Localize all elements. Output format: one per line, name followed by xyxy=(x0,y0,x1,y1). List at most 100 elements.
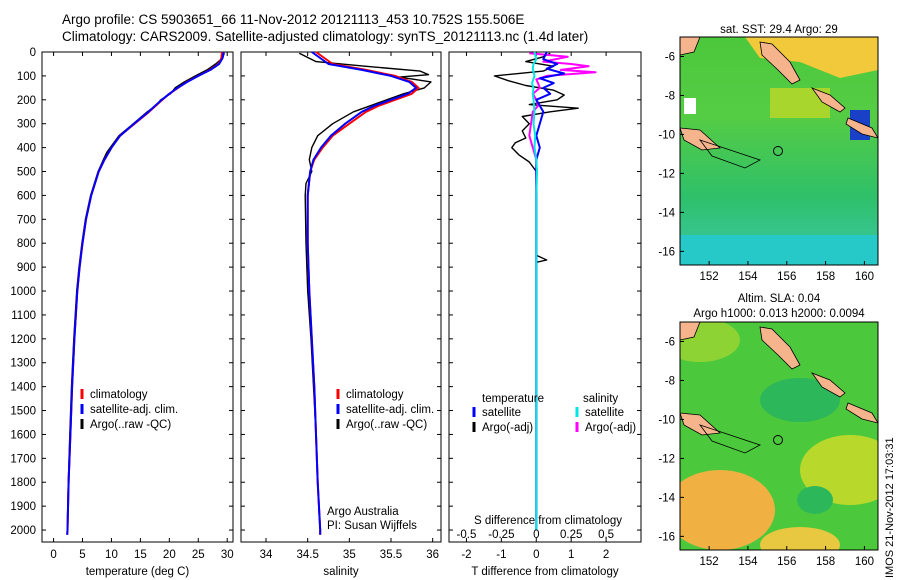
depth-tick-label: 800 xyxy=(17,238,36,250)
map-x-tick-label: 152 xyxy=(700,271,719,283)
depth-tick-label: 1700 xyxy=(10,453,36,465)
depth-tick-label: 1600 xyxy=(10,429,36,441)
map-y-tick-label: -14 xyxy=(658,207,675,219)
legend-title-temperature: temperature xyxy=(482,393,544,405)
sla-high-patch-3 xyxy=(680,470,775,550)
top-tick-label: -0.25 xyxy=(488,529,514,541)
land-louisiade xyxy=(680,127,721,151)
series-line-satellite-adj-clim- xyxy=(66,51,225,535)
map-x-tick-label: 152 xyxy=(700,556,719,568)
header-line-2: Climatology: CARS2009. Satellite-adjuste… xyxy=(62,29,589,44)
series-line-climatology xyxy=(66,51,223,535)
sla-high-patch-4 xyxy=(760,527,840,550)
depth-tick-label: 1400 xyxy=(10,382,36,394)
series-line-argo-raw-qc- xyxy=(66,52,225,519)
depth-tick-label: 1800 xyxy=(10,477,36,489)
series-line-satellite-adj-clim- xyxy=(306,51,417,535)
land-new-guinea-2 xyxy=(680,322,701,341)
sla-map xyxy=(680,322,878,550)
x-tick-label: 20 xyxy=(163,549,176,561)
argo-position-marker xyxy=(773,146,783,156)
x-axis-label: salinity xyxy=(323,566,358,578)
land-solomon-3 xyxy=(810,372,846,398)
x-tick-label: -1 xyxy=(496,549,506,561)
sst-map xyxy=(680,37,878,265)
depth-tick-label: 2000 xyxy=(10,525,36,537)
map-x-tick-label: 154 xyxy=(738,271,758,283)
map-y-tick-label: -10 xyxy=(658,129,675,141)
land-louisiade-2 xyxy=(680,412,721,436)
map-y-tick-label: -6 xyxy=(665,336,675,348)
sla-map-frame xyxy=(679,321,879,551)
map-y-tick-label: -8 xyxy=(665,375,675,387)
legend-label: Argo(-adj) xyxy=(585,422,636,434)
sla-map-title: Altim. SLA: 0.04 xyxy=(738,293,821,305)
top-axis-label: S difference from climatology xyxy=(474,515,622,527)
depth-tick-label: 1900 xyxy=(10,501,36,513)
reef-outline-2 xyxy=(698,424,762,454)
map-x-tick-label: 156 xyxy=(777,556,796,568)
panel-1-frame xyxy=(41,51,234,543)
x-axis-label: T difference from climatology xyxy=(471,566,618,578)
top-tick-label: -0.5 xyxy=(457,529,477,541)
legend-label: climatology xyxy=(90,389,148,401)
series-line-argo-raw-qc- xyxy=(298,52,432,519)
x-tick-label: 15 xyxy=(134,549,147,561)
sst-map-frame xyxy=(679,36,879,266)
x-tick-label: 5 xyxy=(79,549,85,561)
panel-3-frame xyxy=(448,51,642,543)
x-tick-label: 2 xyxy=(603,549,609,561)
map-x-tick-label: 154 xyxy=(738,556,758,568)
series-line-climatology xyxy=(306,51,420,535)
x-tick-label: 0 xyxy=(50,549,56,561)
map-y-tick-label: -14 xyxy=(658,492,675,504)
depth-tick-label: 1300 xyxy=(10,358,36,370)
depth-tick-label: 600 xyxy=(17,190,36,202)
depth-tick-label: 100 xyxy=(17,71,36,83)
x-tick-label: 34.5 xyxy=(296,549,318,561)
sla-low-patch-2 xyxy=(797,486,833,514)
depth-tick-label: 300 xyxy=(17,119,36,131)
series-line-temperature-argo-adj- xyxy=(493,52,579,519)
legend-label: Argo(..raw -QC) xyxy=(90,419,171,431)
map-y-tick-label: -16 xyxy=(658,531,675,543)
map-x-tick-label: 158 xyxy=(816,271,835,283)
panel-2-frame xyxy=(240,51,442,543)
depth-tick-label: 900 xyxy=(17,262,36,274)
land-solomon-2 xyxy=(845,117,878,139)
map-y-tick-label: -8 xyxy=(665,90,675,102)
map-x-tick-label: 156 xyxy=(777,271,796,283)
map-y-tick-label: -12 xyxy=(658,453,675,465)
argo-position-marker-2 xyxy=(773,435,783,445)
land-new-guinea xyxy=(680,37,701,56)
map-x-tick-label: 158 xyxy=(816,556,835,568)
sst-map-title: sat. SST: 29.4 Argo: 29 xyxy=(720,24,838,36)
reef-outline xyxy=(698,139,762,169)
x-tick-label: 0 xyxy=(533,549,539,561)
top-tick-label: 0.25 xyxy=(560,529,582,541)
legend-label: satellite-adj. clim. xyxy=(90,404,178,416)
top-tick-label: 0.5 xyxy=(598,529,614,541)
depth-tick-label: 1200 xyxy=(10,334,36,346)
series-line-temperature-satellite xyxy=(535,51,566,530)
x-tick-label: 36 xyxy=(426,549,439,561)
x-tick-label: 30 xyxy=(221,549,234,561)
x-tick-label: 35 xyxy=(343,549,356,561)
x-tick-label: 25 xyxy=(192,549,205,561)
x-tick-label: 10 xyxy=(105,549,118,561)
x-axis-label: temperature (deg C) xyxy=(86,566,190,578)
sst-cool-patch xyxy=(680,235,878,265)
land-bougainville-2 xyxy=(759,326,801,370)
header-line-1: Argo profile: CS 5903651_66 11-Nov-2012 … xyxy=(62,12,525,27)
depth-tick-label: 1100 xyxy=(11,310,36,322)
sst-warm-patch xyxy=(745,37,878,78)
map-y-tick-label: -16 xyxy=(658,246,675,258)
x-tick-label: -2 xyxy=(461,549,471,561)
sst-cloud-gap xyxy=(684,98,696,114)
legend-label: satellite xyxy=(482,407,521,419)
x-tick-label: 35.5 xyxy=(380,549,402,561)
depth-tick-label: 0 xyxy=(30,47,36,59)
map-x-tick-label: 160 xyxy=(855,271,874,283)
